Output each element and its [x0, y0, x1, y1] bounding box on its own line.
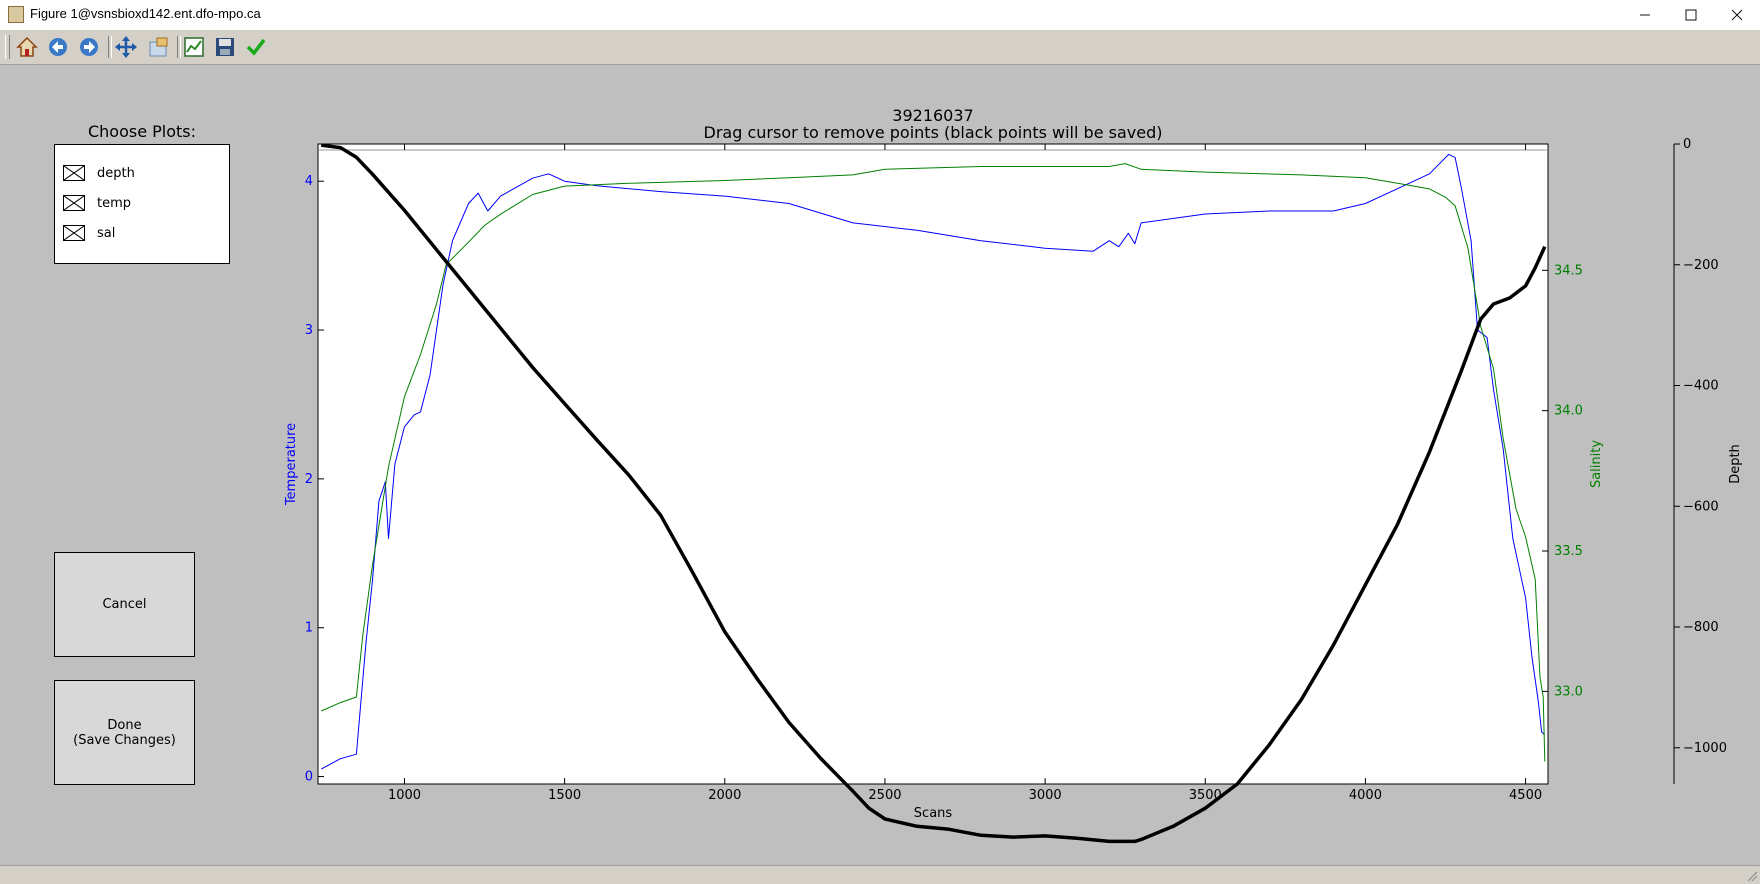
resize-grip-icon[interactable]: [1746, 870, 1758, 882]
temperature-tick-label: 4: [305, 174, 313, 189]
salinity-tick-label: 33.5: [1554, 544, 1583, 559]
toolbar-grip: [5, 35, 10, 59]
checked-box-icon: [63, 195, 85, 211]
temperature-tick-label: 2: [305, 472, 313, 487]
plot-checklist: depth temp sal: [54, 144, 230, 264]
x-tick-label: 4500: [1509, 788, 1542, 803]
choose-plots-title: Choose Plots:: [87, 122, 197, 141]
checked-box-icon: [63, 225, 85, 241]
checkbox-temp[interactable]: temp: [63, 193, 131, 213]
depth-tick-label: −800: [1683, 620, 1719, 635]
checkbox-label-sal: sal: [97, 225, 116, 241]
temperature-axis-label: Temperature: [284, 423, 299, 506]
depth-tick-label: −200: [1683, 258, 1719, 273]
save-icon[interactable]: [212, 34, 238, 60]
checkbox-depth[interactable]: depth: [63, 163, 135, 183]
minimize-icon[interactable]: [1622, 0, 1668, 30]
checkbox-sal[interactable]: sal: [63, 223, 115, 243]
x-tick-label: 1500: [548, 788, 581, 803]
salinity-tick-label: 34.0: [1554, 404, 1583, 419]
plot-area[interactable]: [317, 143, 1549, 785]
checked-box-icon: [63, 165, 85, 181]
done-save-button[interactable]: Done (Save Changes): [54, 680, 195, 785]
chart-title-id: 39216037: [892, 106, 974, 125]
depth-axis-label: Depth: [1728, 444, 1743, 484]
pan-icon[interactable]: [113, 34, 139, 60]
cancel-button[interactable]: Cancel: [54, 552, 195, 657]
salinity-tick-label: 33.0: [1554, 684, 1583, 699]
forward-icon[interactable]: [76, 34, 102, 60]
back-icon[interactable]: [45, 34, 71, 60]
home-icon[interactable]: [14, 34, 40, 60]
configure-subplots-icon[interactable]: [145, 34, 171, 60]
salinity-tick-label: 34.5: [1554, 263, 1583, 278]
matplotlib-app-icon: [8, 6, 24, 23]
x-tick-label: 2000: [708, 788, 741, 803]
x-tick-label: 2500: [868, 788, 901, 803]
check-icon[interactable]: [243, 34, 269, 60]
close-icon[interactable]: [1714, 0, 1760, 30]
x-tick-label: 3500: [1189, 788, 1222, 803]
window-title: Figure 1@vsnsbioxd142.ent.dfo-mpo.ca: [30, 6, 261, 21]
checkbox-label-temp: temp: [97, 195, 132, 211]
temperature-tick-label: 0: [305, 770, 313, 785]
status-bar: [0, 865, 1760, 884]
salinity-axis-label: Salinity: [1589, 440, 1604, 488]
x-tick-label: 3000: [1029, 788, 1062, 803]
maximize-icon[interactable]: [1668, 0, 1714, 30]
toolbar-separator: [108, 36, 112, 58]
chart-title-instruction: Drag cursor to remove points (black poin…: [703, 123, 1163, 142]
x-axis-label: Scans: [914, 806, 953, 821]
temperature-tick-label: 1: [305, 621, 313, 636]
toolbar-separator: [177, 36, 181, 58]
window-titlebar: Figure 1@vsnsbioxd142.ent.dfo-mpo.ca: [0, 0, 1760, 30]
temperature-tick-label: 3: [305, 323, 313, 338]
navigation-toolbar: [0, 30, 1760, 65]
x-tick-label: 4000: [1349, 788, 1382, 803]
depth-tick-label: −1000: [1683, 741, 1727, 756]
x-tick-label: 1000: [388, 788, 421, 803]
depth-tick-label: −400: [1683, 379, 1719, 394]
checkbox-label-depth: depth: [97, 165, 135, 181]
depth-tick-label: −600: [1683, 499, 1719, 514]
depth-tick-label: 0: [1683, 137, 1691, 152]
zoom-icon[interactable]: [181, 34, 207, 60]
